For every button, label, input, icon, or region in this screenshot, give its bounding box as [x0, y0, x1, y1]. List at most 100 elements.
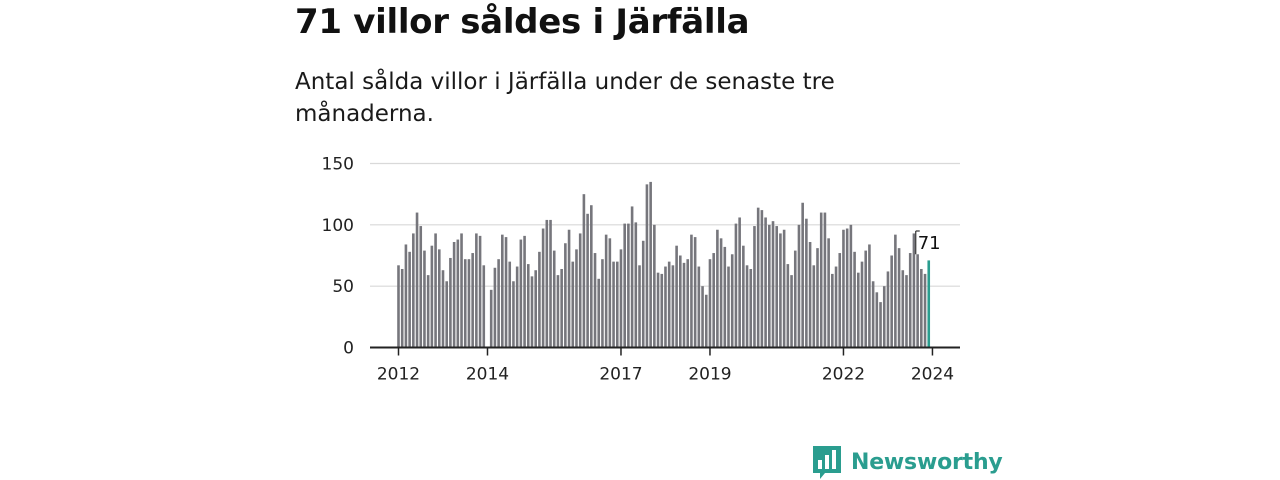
- bar: [564, 243, 567, 348]
- y-tick-label: 0: [343, 339, 354, 359]
- bar: [423, 250, 426, 348]
- bar: [894, 234, 897, 348]
- bar: [701, 286, 704, 348]
- bar: [601, 259, 604, 348]
- bar: [753, 226, 756, 348]
- bar: [897, 248, 901, 348]
- bar: [697, 266, 701, 348]
- bar: [597, 278, 601, 348]
- bar: [760, 210, 764, 348]
- bar: [819, 212, 823, 348]
- chart-subtitle: Antal sålda villor i Järfälla under de s…: [295, 69, 835, 127]
- bar: [489, 289, 493, 348]
- x-tick-label: 2024: [911, 365, 954, 385]
- bar: [560, 268, 563, 348]
- bar: [793, 250, 797, 348]
- bar: [786, 264, 790, 348]
- bar: [912, 233, 916, 348]
- bar: [916, 254, 919, 348]
- bar: [849, 224, 853, 348]
- y-tick-label: 150: [322, 155, 354, 175]
- x-tick-label: 2019: [688, 365, 731, 385]
- bar: [923, 273, 927, 348]
- bar: [812, 265, 816, 348]
- bar: [615, 261, 619, 348]
- bar: [905, 275, 908, 348]
- annotation-label: 71: [918, 233, 941, 254]
- bar: [693, 237, 697, 348]
- bar: [593, 253, 597, 348]
- x-tick-label: 2012: [377, 365, 420, 385]
- bar: [853, 251, 856, 348]
- bar: [619, 249, 623, 348]
- bar: [456, 239, 460, 348]
- bar: [805, 218, 808, 348]
- bar: [801, 202, 804, 348]
- bar: [742, 245, 745, 348]
- bar: [412, 233, 415, 348]
- bar: [460, 233, 463, 348]
- bar: [868, 244, 871, 348]
- bar: [690, 234, 693, 348]
- bar: [526, 264, 530, 348]
- bar: [567, 229, 571, 348]
- bar: [871, 281, 875, 348]
- bar: [538, 251, 541, 348]
- bar: [475, 233, 478, 348]
- bar: [482, 265, 486, 348]
- bar: [834, 266, 838, 348]
- bar: [790, 275, 793, 348]
- bar: [449, 257, 452, 348]
- newsworthy-logo: Newsworthy: [813, 446, 1003, 479]
- bar: [471, 253, 474, 348]
- bar: [886, 271, 890, 348]
- bar: [493, 267, 497, 348]
- bar: [408, 251, 411, 348]
- bar: [634, 222, 638, 348]
- bars: [397, 181, 931, 348]
- bar: [478, 235, 482, 348]
- bar: [501, 234, 504, 348]
- bar: [400, 268, 404, 348]
- bar: [445, 281, 449, 348]
- bar: [882, 286, 886, 348]
- bar: [890, 255, 893, 348]
- bar: [908, 253, 912, 348]
- bar: [549, 219, 552, 348]
- bar-chart: 0 50 100 150 2012 2014 2017 2019 2022 2024 71: [322, 155, 960, 385]
- bar: [749, 268, 753, 348]
- bar: [641, 240, 645, 348]
- bar-highlight: [927, 260, 931, 348]
- bar: [515, 266, 519, 348]
- bar: [901, 270, 905, 348]
- bar: [545, 219, 549, 348]
- bar: [704, 294, 708, 348]
- bar: [575, 249, 578, 348]
- bar: [660, 273, 664, 348]
- bar: [667, 261, 671, 348]
- bar: [827, 238, 830, 348]
- bar: [608, 238, 612, 348]
- chart-title: 71 villor såldes i Järfälla: [295, 2, 750, 42]
- bar: [842, 229, 845, 348]
- bar: [630, 206, 634, 348]
- bar: [434, 233, 437, 348]
- bar: [779, 233, 782, 348]
- bar: [552, 250, 556, 348]
- bar: [734, 223, 738, 348]
- bar: [716, 229, 719, 348]
- bar: [523, 235, 526, 348]
- bar: [430, 245, 434, 348]
- bar: [808, 242, 812, 348]
- bar: [571, 261, 575, 348]
- bar: [541, 228, 545, 348]
- bar: [419, 226, 423, 348]
- bar: [738, 217, 741, 348]
- bar: [638, 265, 641, 348]
- bar: [664, 266, 667, 348]
- bar: [879, 302, 882, 348]
- bar: [404, 244, 408, 348]
- bar: [649, 181, 652, 348]
- bar: [686, 259, 690, 348]
- bar: [745, 265, 749, 348]
